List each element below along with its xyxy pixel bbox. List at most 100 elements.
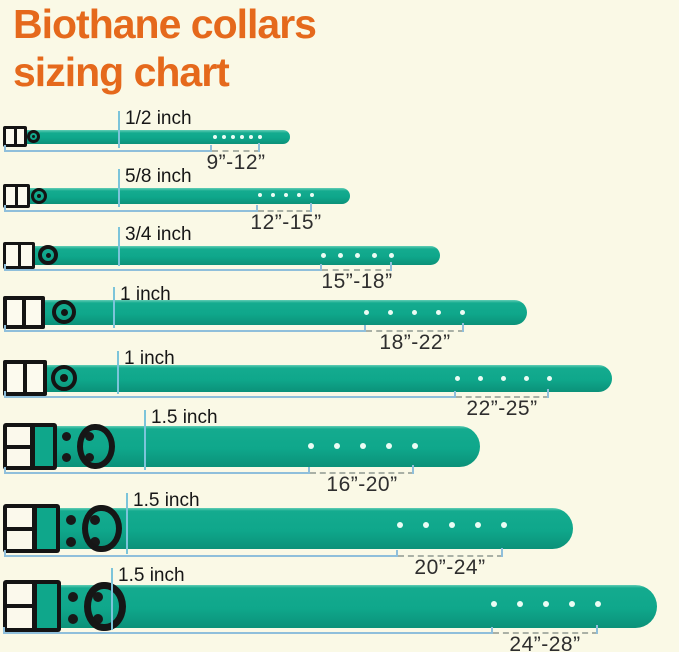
adjustment-holes <box>397 522 507 528</box>
buckle-window <box>7 608 33 628</box>
width-indicator-line <box>118 227 120 266</box>
hole <box>338 253 343 258</box>
measure-bracket-dashed <box>258 203 312 212</box>
strap-through-buckle <box>35 427 53 466</box>
size-range-label: 15”-18” <box>321 270 393 293</box>
buckle-window <box>16 129 24 144</box>
adjustment-holes <box>258 193 314 197</box>
d-ring-icon <box>77 424 115 469</box>
adjustment-holes <box>321 253 394 258</box>
buckle-ring-icon <box>27 130 40 143</box>
buckle-window <box>7 584 33 604</box>
buckle-window <box>7 508 32 527</box>
buckle-frame <box>3 126 27 147</box>
rivet <box>68 614 78 624</box>
width-label: 1.5 inch <box>111 566 185 630</box>
hole <box>258 193 262 197</box>
hole <box>284 193 288 197</box>
buckle-windows <box>7 427 31 466</box>
hole <box>455 376 460 381</box>
buckle-frame <box>3 296 45 329</box>
size-range-label: 18”-22” <box>379 331 451 354</box>
ring-prong-dot <box>60 308 68 316</box>
hole <box>258 135 262 139</box>
hole <box>240 135 244 139</box>
buckle-frame <box>3 184 30 208</box>
width-label: 1.5 inch <box>126 491 200 554</box>
measure-bracket-solid <box>4 205 258 212</box>
hole <box>412 443 418 449</box>
hole <box>231 135 235 139</box>
hole <box>423 522 429 528</box>
width-indicator-line <box>113 287 115 328</box>
hole <box>412 310 417 315</box>
title-line-2: sizing chart <box>13 49 230 95</box>
size-range-label: 12”-15” <box>250 211 322 234</box>
buckle-frame <box>3 242 35 269</box>
buckle-window <box>18 187 27 205</box>
hole <box>386 443 392 449</box>
hole <box>501 376 506 381</box>
width-indicator-line <box>118 169 120 207</box>
hole <box>543 601 549 607</box>
hole <box>517 601 523 607</box>
rivet <box>68 592 78 602</box>
hole <box>297 193 301 197</box>
rivet <box>62 453 71 462</box>
hole <box>372 253 377 258</box>
d-ring-icon <box>82 505 122 552</box>
hole <box>449 522 455 528</box>
measure-bracket-solid <box>3 627 493 634</box>
buckle-window <box>7 300 22 325</box>
ring-prong-dot <box>60 374 68 382</box>
measure-bracket-solid <box>4 467 310 474</box>
hole <box>389 253 394 258</box>
buckle-window <box>6 187 15 205</box>
hole <box>460 310 465 315</box>
buckle-ring-icon <box>51 365 77 391</box>
measure-bracket-dashed <box>322 262 392 271</box>
hole <box>213 135 217 139</box>
size-range-label: 22”-25” <box>466 397 538 420</box>
buckle-window <box>7 427 31 445</box>
measure-bracket-dashed <box>456 389 549 398</box>
size-range-label: 9”-12” <box>206 151 266 174</box>
page-title: Biothane collars sizing chart <box>13 0 317 96</box>
rivet <box>62 432 71 441</box>
buckle-window <box>6 245 18 266</box>
rivet <box>66 515 76 525</box>
width-indicator-line <box>144 410 146 470</box>
hole <box>308 443 314 449</box>
hole <box>321 253 326 258</box>
width-indicator-line <box>126 493 128 554</box>
buckle-window <box>7 448 31 466</box>
title-line-1: Biothane collars <box>13 1 317 47</box>
hole <box>364 310 369 315</box>
buckle-window <box>7 530 32 549</box>
adjustment-holes <box>213 135 262 139</box>
width-label: 1 inch <box>113 285 171 328</box>
buckle-ring-icon <box>52 300 76 324</box>
collar-strap <box>4 365 612 392</box>
adjustment-holes <box>455 376 552 381</box>
measure-bracket-dashed <box>398 548 503 557</box>
size-range-label: 24”-28” <box>509 633 581 652</box>
hole <box>524 376 529 381</box>
measure-bracket-solid <box>4 145 212 152</box>
size-range-label: 16”-20” <box>326 473 398 496</box>
strap-through-buckle <box>36 508 56 549</box>
width-label: 1.5 inch <box>144 408 218 470</box>
hole <box>249 135 253 139</box>
hole <box>388 310 393 315</box>
hole <box>475 522 481 528</box>
buckle-windows <box>7 508 32 549</box>
measure-bracket-solid <box>4 391 456 398</box>
adjustment-holes <box>308 443 418 449</box>
measure-bracket-dashed <box>366 323 464 332</box>
ring-prong-dot <box>32 135 35 138</box>
buckle-frame <box>3 504 60 553</box>
measure-bracket-dashed <box>493 625 598 634</box>
rivet <box>66 537 76 547</box>
buckle-frame <box>3 423 57 470</box>
